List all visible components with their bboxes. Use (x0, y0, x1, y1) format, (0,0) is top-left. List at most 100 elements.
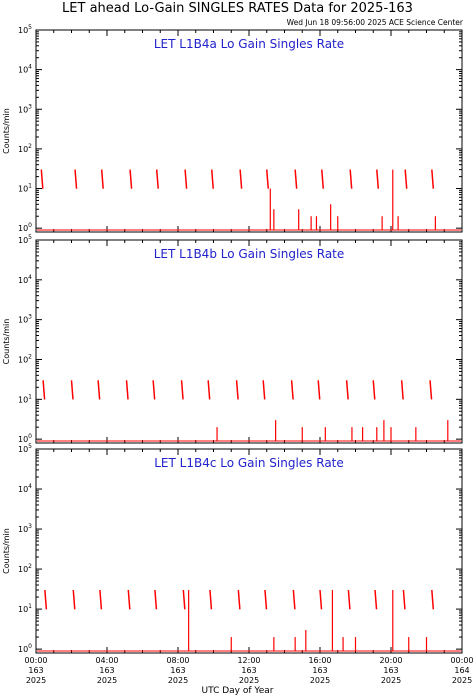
y-tick-label: 103 (18, 523, 32, 534)
x-axis-label: UTC Day of Year (201, 686, 274, 696)
series-spike (237, 589, 241, 610)
series-spike (400, 380, 404, 400)
x-tick-label: 163 (383, 666, 398, 675)
series-spike (374, 589, 378, 610)
y-tick-label: 100 (18, 643, 32, 654)
series-spike (317, 380, 321, 400)
series-spike (266, 169, 269, 189)
series-spike (99, 589, 103, 610)
series-spike (292, 589, 296, 610)
series-spike (74, 169, 78, 189)
series-spike (376, 169, 380, 189)
series-spike (184, 169, 188, 189)
x-tick-label: 164 (454, 666, 469, 675)
series-spike (44, 589, 48, 610)
series-spike (70, 380, 74, 400)
series-spike (154, 589, 158, 610)
series-spike (152, 380, 156, 400)
series-spike (100, 169, 104, 189)
y-tick-label: 102 (18, 143, 32, 154)
series-spike (347, 589, 351, 610)
series-spike (239, 169, 243, 189)
series-spike (125, 380, 129, 400)
series-spike (262, 380, 266, 400)
plot-frame (35, 448, 463, 654)
series-spike (402, 589, 406, 610)
x-tick-label: 163 (28, 666, 43, 675)
series-spike (180, 380, 184, 400)
series-spike (42, 380, 46, 400)
series-spike (404, 169, 408, 189)
panel-title: LET L1B4c Lo Gain Singles Rate (154, 456, 344, 470)
series-spike (209, 589, 213, 610)
x-tick-label: 16:00 (308, 656, 331, 665)
y-tick-label: 104 (18, 483, 32, 494)
timestamp-label: Wed Jun 18 09:56:00 2025 ACE Science Cen… (286, 18, 463, 27)
chart-main-title: LET ahead Lo-Gain SINGLES RATES Data for… (62, 1, 413, 16)
y-tick-label: 101 (18, 603, 32, 614)
series-spike (40, 169, 44, 189)
panel-title: LET L1B4a Lo Gain Singles Rate (154, 37, 344, 51)
plot-frame (35, 29, 463, 233)
series-spike (129, 169, 133, 189)
x-tick-label: 00:00 (24, 656, 47, 665)
series-spike (235, 380, 239, 400)
y-tick-label: 100 (18, 433, 32, 444)
x-tick-label: 20:00 (379, 656, 402, 665)
y-axis-label: Counts/min (2, 108, 11, 154)
series-spike (264, 589, 268, 610)
x-tick-label: 2025 (97, 676, 117, 685)
x-tick-label: 2025 (168, 676, 188, 685)
y-tick-label: 103 (18, 103, 32, 114)
series-spike (294, 169, 298, 189)
series-spike (431, 169, 435, 189)
chart-panel-3: 100 101 102 103 104 105 Counts/min LET L1B4c Lo… (2, 443, 463, 654)
y-tick-label: 103 (18, 314, 32, 325)
series-spike (72, 589, 76, 610)
series-spike (319, 589, 323, 610)
series-spike (372, 380, 376, 400)
x-tick-label: 163 (170, 666, 185, 675)
y-tick-label: 105 (18, 443, 32, 454)
x-tick-label: 2025 (381, 676, 401, 685)
x-tick-label: 2025 (310, 676, 330, 685)
series-spike (429, 380, 433, 400)
y-tick-label: 102 (18, 563, 32, 574)
series-spike (210, 169, 214, 189)
y-tick-label: 102 (18, 353, 32, 364)
y-tick-label: 105 (18, 234, 32, 245)
series-spike (207, 380, 211, 400)
chart-panel-1: 100 101 102 103 104 105 Counts/min LET L1B4a Lo… (2, 24, 463, 233)
x-tick-label: 2025 (26, 676, 46, 685)
series-spike (345, 380, 349, 400)
series-spike (349, 169, 353, 189)
series-spike (182, 589, 186, 610)
x-tick-label: 2025 (452, 676, 472, 685)
x-tick-label: 08:00 (166, 656, 189, 665)
y-axis-label: Counts/min (2, 319, 11, 365)
y-tick-label: 101 (18, 393, 32, 404)
y-tick-label: 104 (18, 64, 32, 75)
y-tick-label: 105 (18, 24, 32, 35)
series-spike (155, 169, 159, 189)
panel-title: LET L1B4b Lo Gain Singles Rate (154, 247, 345, 261)
chart-panel-2: 100 101 102 103 104 105 Counts/min LET L1B4b Lo… (2, 234, 463, 444)
series-spike (431, 589, 435, 610)
x-tick-label: 04:00 (95, 656, 118, 665)
series-spike (127, 589, 131, 610)
series-spike (97, 380, 101, 400)
series-spike (290, 380, 294, 400)
y-tick-label: 100 (18, 222, 32, 233)
x-tick-label: 163 (312, 666, 327, 675)
y-tick-label: 101 (18, 183, 32, 194)
x-tick-label: 2025 (239, 676, 259, 685)
x-tick-label: 12:00 (237, 656, 260, 665)
plot-frame (35, 239, 463, 444)
y-tick-label: 104 (18, 274, 32, 285)
x-tick-label: 00:00 (450, 656, 473, 665)
series-spike (321, 169, 325, 189)
y-axis-label: Counts/min (2, 528, 11, 574)
x-tick-label: 163 (99, 666, 114, 675)
x-tick-label: 163 (241, 666, 256, 675)
